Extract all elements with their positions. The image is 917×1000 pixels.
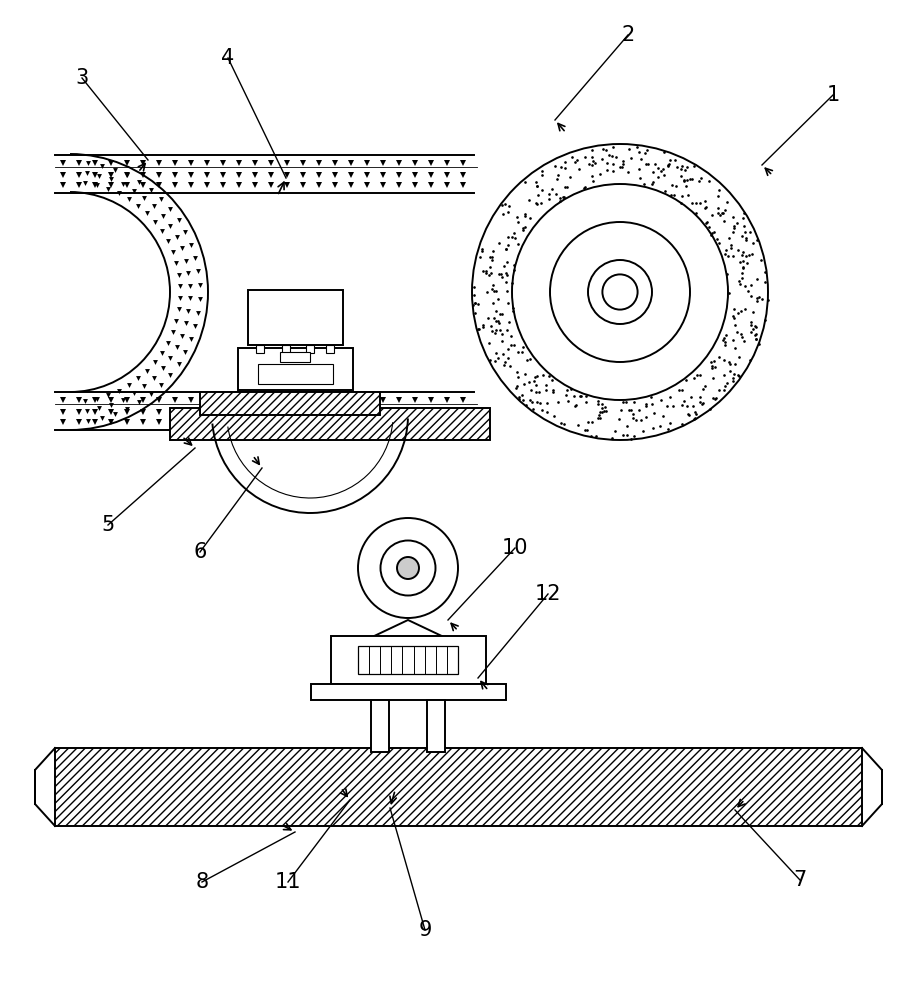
Text: 10: 10 [502,538,528,558]
Bar [55,748,862,826]
Circle shape [381,540,436,595]
Text: 6: 6 [193,542,206,562]
Circle shape [358,518,458,618]
Text: 11: 11 [275,872,302,892]
Bar [311,684,506,700]
Text: 5: 5 [102,515,115,535]
Bar [282,345,290,353]
Bar [200,392,380,415]
Bar [326,345,334,353]
Bar [358,646,458,674]
Text: 2: 2 [622,25,635,45]
Text: 1: 1 [826,85,840,105]
Text: 3: 3 [75,68,89,88]
Bar [256,345,264,353]
Bar [280,352,310,362]
Bar [331,636,486,684]
Text: 8: 8 [195,872,208,892]
Bar [427,700,445,752]
Bar [371,700,389,752]
Bar [258,364,333,384]
Bar [238,348,353,390]
Text: 12: 12 [535,584,561,604]
Bar [248,290,343,345]
Text: 9: 9 [418,920,432,940]
Bar [170,408,490,440]
Bar [306,345,314,353]
Text: 4: 4 [221,48,235,68]
Text: 7: 7 [793,870,807,890]
Polygon shape [370,620,446,638]
Circle shape [397,557,419,579]
